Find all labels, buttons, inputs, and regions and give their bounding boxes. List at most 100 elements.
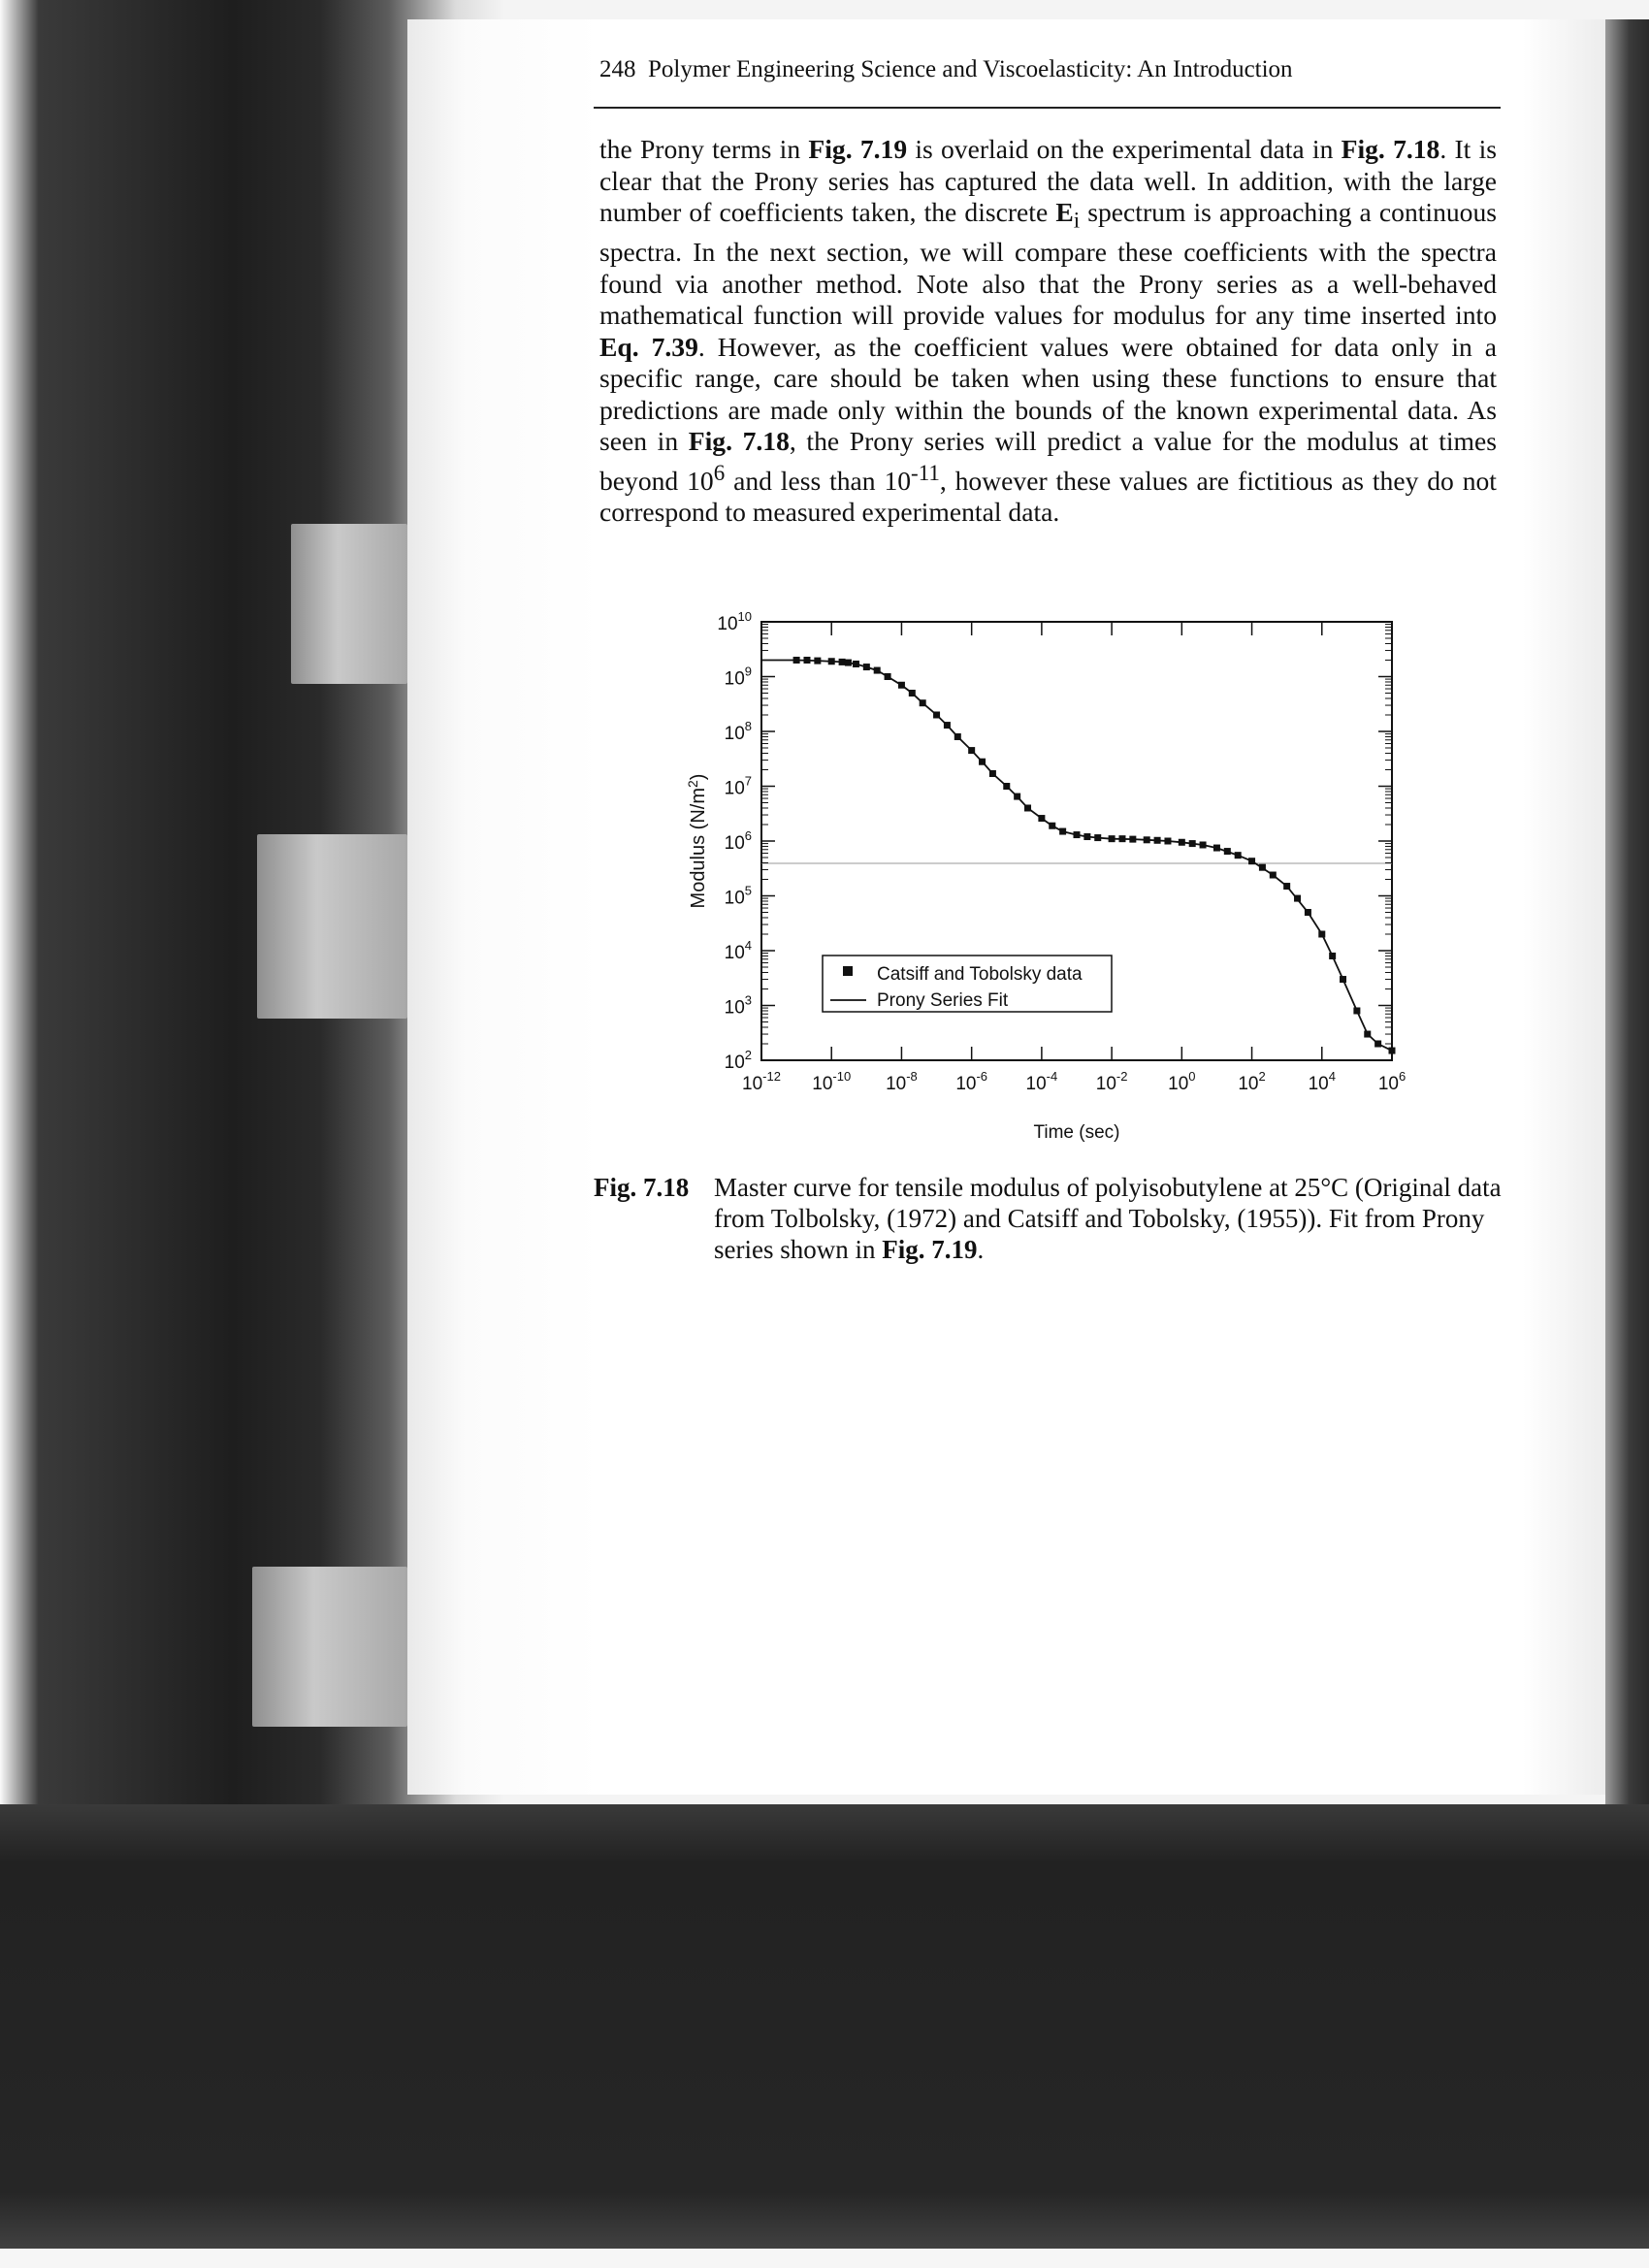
- figure-reference: Fig. 7.18: [1341, 134, 1440, 164]
- scan-bottom-shadow: [0, 1804, 1649, 2268]
- tick-exponent: 6: [1399, 1069, 1406, 1084]
- tick-exponent: -8: [906, 1069, 918, 1084]
- tick-exponent: 2: [1259, 1069, 1266, 1084]
- data-point: [1003, 783, 1011, 790]
- tick-exponent: 8: [745, 719, 752, 733]
- data-point: [1374, 1040, 1382, 1048]
- data-point: [1178, 838, 1185, 846]
- data-point: [1318, 930, 1326, 938]
- tick-base: 10: [886, 1074, 906, 1094]
- caption-text-run: .: [977, 1235, 985, 1264]
- x-tick-label: 104: [1309, 1069, 1336, 1094]
- data-point: [827, 658, 835, 665]
- y-tick-label: 108: [725, 719, 752, 744]
- tick-base: 10: [1378, 1074, 1399, 1094]
- x-tick-label: 10-6: [955, 1069, 987, 1094]
- tick-base: 10: [742, 1074, 762, 1094]
- y-axis-label: Modulus (N/m2): [685, 774, 709, 909]
- data-point: [1223, 848, 1231, 856]
- tick-base: 10: [725, 943, 745, 963]
- body-paragraph: the Prony terms in Fig. 7.19 is overlaid…: [599, 134, 1497, 529]
- text-run: , the Prony series will predict a value …: [599, 426, 1498, 496]
- tick-exponent: 4: [1329, 1069, 1336, 1084]
- data-point: [1234, 852, 1242, 859]
- y-axis-label-exp: 2: [685, 780, 700, 788]
- data-point: [968, 747, 976, 755]
- tick-base: 10: [955, 1074, 976, 1094]
- data-point: [814, 657, 822, 664]
- tick-base: 10: [1026, 1074, 1047, 1094]
- text-run: the Prony terms in: [599, 134, 809, 164]
- data-point: [884, 673, 891, 680]
- y-tick-label: 105: [725, 884, 752, 909]
- data-point: [1153, 836, 1161, 844]
- data-point: [838, 658, 846, 665]
- figure-reference: Fig. 7.18: [688, 426, 790, 457]
- header-rule: [594, 107, 1501, 109]
- data-point: [919, 699, 926, 707]
- legend-data-marker: [843, 966, 853, 976]
- symbol-e: E: [1055, 197, 1074, 227]
- data-point: [1329, 952, 1337, 959]
- data-point: [862, 664, 870, 671]
- x-tick-label: 10-10: [812, 1069, 851, 1094]
- data-point: [943, 722, 951, 729]
- tick-exponent: -12: [762, 1069, 781, 1084]
- data-point: [1188, 840, 1196, 848]
- binding-tab: [291, 524, 407, 684]
- y-tick-label: 1010: [717, 609, 752, 634]
- caption-figure-reference: Fig. 7.19: [882, 1235, 978, 1264]
- data-point: [844, 659, 852, 666]
- data-point: [1353, 1007, 1361, 1015]
- x-tick-labels: 10-12 10-10 10-8 10-6 10-4 10-2 100 102 104 106: [742, 1069, 1406, 1094]
- legend-fit-label: Prony Series Fit: [877, 990, 1009, 1011]
- data-point: [792, 656, 800, 664]
- superscript: -11: [911, 460, 940, 485]
- x-axis-label: Time (sec): [1033, 1122, 1119, 1143]
- figure-reference: Fig. 7.19: [808, 134, 908, 164]
- x-tick-label: 100: [1168, 1069, 1195, 1094]
- tick-exponent: 7: [745, 774, 752, 789]
- tick-exponent: 0: [1188, 1069, 1195, 1084]
- text-run: spectrum is approaching a continuous spe…: [599, 197, 1497, 331]
- tick-base: 10: [725, 889, 745, 909]
- y-tick-label: 102: [725, 1048, 752, 1073]
- data-point: [1304, 909, 1311, 917]
- x-tick-label: 10-12: [742, 1069, 781, 1094]
- figure-caption: Fig. 7.18 Master curve for tensile modul…: [594, 1172, 1505, 1265]
- data-point: [1283, 883, 1291, 891]
- data-point: [803, 656, 811, 664]
- superscript: 6: [713, 460, 726, 485]
- data-point: [1258, 863, 1266, 871]
- x-tick-label: 10-2: [1096, 1069, 1128, 1094]
- data-point: [1094, 834, 1102, 842]
- data-point: [1294, 894, 1302, 902]
- data-point: [1059, 827, 1067, 835]
- y-axis-label-close: ): [688, 774, 709, 781]
- tick-exponent: 3: [745, 993, 752, 1008]
- running-header: 248 Polymer Engineering Science and Visc…: [599, 56, 1497, 83]
- data-point: [908, 690, 916, 697]
- tick-exponent: -6: [976, 1069, 987, 1084]
- data-point: [1118, 835, 1126, 843]
- symbol-subscript: i: [1073, 208, 1081, 233]
- text-run: is overlaid on the experimental data in: [907, 134, 1342, 164]
- binding-tab: [252, 1567, 407, 1727]
- page-number: 248: [599, 56, 636, 82]
- text-run: and less than 10: [725, 465, 912, 496]
- data-point: [852, 660, 859, 667]
- tick-exponent: 2: [745, 1048, 752, 1062]
- text-run: , however these values are fictitious as…: [599, 465, 1497, 528]
- tick-base: 10: [717, 614, 737, 634]
- x-tick-label: 10-4: [1026, 1069, 1058, 1094]
- legend: Catsiff and Tobolsky data Prony Series F…: [822, 955, 1113, 1013]
- data-point: [979, 758, 986, 765]
- text-run: . However, as the coefficient values wer…: [599, 331, 1497, 457]
- text-run: . It is clear that the Prony series has …: [599, 134, 1497, 227]
- tick-exponent: 9: [745, 664, 752, 679]
- tick-base: 10: [725, 998, 745, 1019]
- tick-base: 10: [1309, 1074, 1329, 1094]
- running-title: Polymer Engineering Science and Viscoela…: [648, 56, 1293, 82]
- data-point: [1143, 836, 1150, 844]
